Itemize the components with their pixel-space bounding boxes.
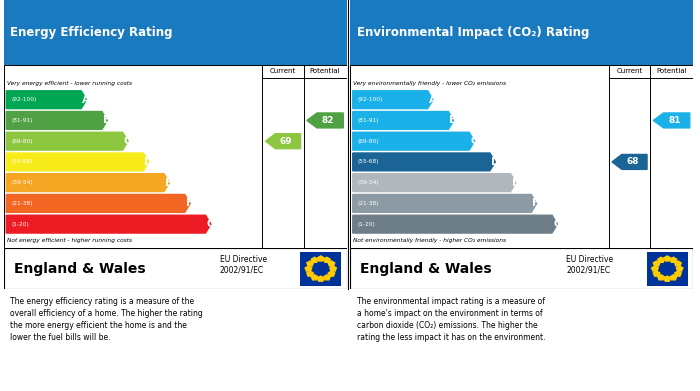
Text: (81-91): (81-91)	[358, 118, 379, 123]
Text: EU Directive
2002/91/EC: EU Directive 2002/91/EC	[566, 255, 613, 274]
Text: E: E	[512, 178, 519, 188]
Text: Not energy efficient - higher running costs: Not energy efficient - higher running co…	[7, 237, 132, 242]
Text: Potential: Potential	[657, 68, 687, 74]
Text: F: F	[186, 198, 193, 208]
Text: (92-100): (92-100)	[358, 97, 383, 102]
Text: D: D	[491, 157, 500, 167]
Text: (69-80): (69-80)	[11, 139, 33, 143]
Text: (55-68): (55-68)	[11, 160, 33, 164]
Text: (39-54): (39-54)	[358, 180, 379, 185]
Text: Current: Current	[270, 68, 296, 74]
Text: D: D	[144, 157, 153, 167]
Polygon shape	[6, 174, 169, 192]
Polygon shape	[6, 91, 87, 109]
Polygon shape	[6, 194, 190, 212]
Text: Potential: Potential	[309, 68, 340, 74]
Text: E: E	[165, 178, 172, 188]
Text: Current: Current	[617, 68, 643, 74]
Text: (1-20): (1-20)	[358, 222, 375, 227]
Text: (21-38): (21-38)	[358, 201, 379, 206]
Text: Very environmentally friendly - lower CO₂ emissions: Very environmentally friendly - lower CO…	[354, 81, 506, 86]
Text: (1-20): (1-20)	[11, 222, 29, 227]
Polygon shape	[6, 215, 211, 233]
Polygon shape	[307, 113, 343, 128]
Text: Not environmentally friendly - higher CO₂ emissions: Not environmentally friendly - higher CO…	[354, 237, 506, 242]
Text: G: G	[206, 219, 215, 229]
Text: 82: 82	[322, 116, 334, 125]
Polygon shape	[353, 111, 454, 129]
Polygon shape	[353, 215, 557, 233]
Text: C: C	[124, 136, 132, 146]
Polygon shape	[265, 134, 300, 149]
Text: G: G	[553, 219, 561, 229]
Text: The environmental impact rating is a measure of
a home's impact on the environme: The environmental impact rating is a mea…	[357, 298, 545, 342]
Polygon shape	[353, 132, 475, 150]
Text: (39-54): (39-54)	[11, 180, 33, 185]
Text: A: A	[428, 95, 437, 105]
Text: F: F	[532, 198, 540, 208]
Text: EU Directive
2002/91/EC: EU Directive 2002/91/EC	[220, 255, 267, 274]
Polygon shape	[353, 91, 433, 109]
Polygon shape	[612, 154, 647, 169]
Text: Very energy efficient - lower running costs: Very energy efficient - lower running co…	[7, 81, 132, 86]
Polygon shape	[6, 132, 128, 150]
Text: (69-80): (69-80)	[358, 139, 379, 143]
Text: England & Wales: England & Wales	[360, 262, 492, 276]
Text: 68: 68	[626, 158, 638, 167]
Text: (92-100): (92-100)	[11, 97, 36, 102]
Text: 69: 69	[279, 137, 292, 146]
Text: The energy efficiency rating is a measure of the
overall efficiency of a home. T: The energy efficiency rating is a measur…	[10, 298, 203, 342]
Text: B: B	[449, 115, 457, 126]
Text: (21-38): (21-38)	[11, 201, 33, 206]
Polygon shape	[353, 194, 537, 212]
Text: 81: 81	[668, 116, 680, 125]
Polygon shape	[353, 174, 516, 192]
Text: A: A	[82, 95, 90, 105]
Text: (81-91): (81-91)	[11, 118, 32, 123]
Text: Environmental Impact (CO₂) Rating: Environmental Impact (CO₂) Rating	[357, 26, 589, 39]
Text: Energy Efficiency Rating: Energy Efficiency Rating	[10, 26, 173, 39]
Polygon shape	[6, 153, 149, 171]
Polygon shape	[6, 111, 107, 129]
Text: B: B	[103, 115, 111, 126]
Polygon shape	[353, 153, 496, 171]
Text: England & Wales: England & Wales	[14, 262, 146, 276]
Text: (55-68): (55-68)	[358, 160, 379, 164]
Polygon shape	[653, 113, 690, 128]
Text: C: C	[470, 136, 478, 146]
